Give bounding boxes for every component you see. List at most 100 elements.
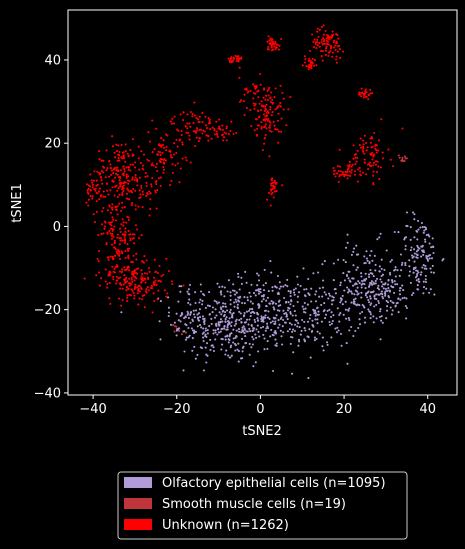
- point-unknown: [262, 96, 265, 99]
- point-unknown: [196, 129, 199, 132]
- point-olfactory-epithelial-cells: [266, 340, 269, 343]
- point-olfactory-epithelial-cells: [400, 263, 403, 266]
- point-unknown: [264, 133, 267, 137]
- point-unknown: [225, 125, 228, 128]
- point-unknown: [269, 96, 272, 99]
- point-unknown: [124, 281, 127, 284]
- point-olfactory-epithelial-cells: [243, 332, 246, 335]
- point-unknown: [376, 160, 379, 163]
- point-olfactory-epithelial-cells: [271, 333, 274, 336]
- point-olfactory-epithelial-cells: [203, 322, 206, 326]
- point-olfactory-epithelial-cells: [250, 283, 253, 286]
- point-unknown: [138, 297, 141, 300]
- point-olfactory-epithelial-cells: [231, 289, 235, 292]
- point-unknown: [140, 275, 143, 278]
- point-olfactory-epithelial-cells: [378, 236, 381, 239]
- point-unknown: [275, 190, 278, 193]
- point-olfactory-epithelial-cells: [257, 330, 260, 333]
- point-olfactory-epithelial-cells: [217, 301, 221, 304]
- point-olfactory-epithelial-cells: [208, 305, 211, 308]
- point-olfactory-epithelial-cells: [394, 275, 397, 278]
- point-olfactory-epithelial-cells: [422, 264, 425, 267]
- point-olfactory-epithelial-cells: [316, 307, 319, 310]
- point-unknown: [126, 247, 129, 250]
- point-olfactory-epithelial-cells: [442, 258, 445, 261]
- point-unknown: [152, 276, 156, 279]
- point-unknown: [98, 198, 101, 201]
- point-unknown: [205, 124, 208, 127]
- point-olfactory-epithelial-cells: [385, 299, 388, 302]
- point-unknown: [137, 205, 140, 208]
- point-unknown: [340, 173, 343, 176]
- point-unknown: [362, 96, 365, 99]
- point-olfactory-epithelial-cells: [399, 298, 402, 301]
- point-unknown: [145, 291, 148, 294]
- point-unknown: [106, 286, 109, 289]
- point-olfactory-epithelial-cells: [354, 329, 357, 333]
- point-olfactory-epithelial-cells: [183, 350, 186, 353]
- point-olfactory-epithelial-cells: [292, 288, 295, 291]
- point-unknown: [102, 195, 105, 198]
- point-olfactory-epithelial-cells: [364, 287, 367, 290]
- point-olfactory-epithelial-cells: [425, 267, 428, 270]
- point-olfactory-epithelial-cells: [274, 322, 277, 325]
- point-unknown: [151, 162, 154, 165]
- point-olfactory-epithelial-cells: [233, 289, 236, 292]
- point-olfactory-epithelial-cells: [275, 286, 278, 289]
- point-unknown: [171, 171, 174, 174]
- point-unknown: [123, 206, 126, 209]
- point-unknown: [115, 206, 118, 209]
- point-olfactory-epithelial-cells: [324, 317, 327, 320]
- point-olfactory-epithelial-cells: [405, 317, 408, 320]
- point-unknown: [129, 149, 132, 152]
- point-unknown: [377, 149, 380, 152]
- point-olfactory-epithelial-cells: [296, 300, 299, 304]
- point-unknown: [115, 150, 119, 153]
- point-olfactory-epithelial-cells: [220, 313, 223, 316]
- point-unknown: [389, 158, 392, 161]
- point-unknown: [274, 48, 277, 51]
- point-unknown: [112, 172, 115, 175]
- point-olfactory-epithelial-cells: [314, 312, 317, 315]
- point-olfactory-epithelial-cells: [375, 297, 378, 301]
- point-unknown: [131, 270, 134, 274]
- point-olfactory-epithelial-cells: [370, 272, 374, 275]
- point-unknown: [381, 151, 384, 154]
- point-unknown: [337, 180, 340, 183]
- point-unknown: [186, 113, 189, 116]
- point-olfactory-epithelial-cells: [416, 288, 419, 291]
- point-olfactory-epithelial-cells: [199, 283, 202, 286]
- point-olfactory-epithelial-cells: [221, 305, 224, 308]
- point-olfactory-epithelial-cells: [302, 267, 305, 270]
- point-unknown: [270, 193, 273, 196]
- point-unknown: [173, 142, 176, 145]
- point-unknown: [335, 61, 338, 64]
- point-olfactory-epithelial-cells: [235, 335, 238, 338]
- point-olfactory-epithelial-cells: [252, 365, 255, 368]
- point-unknown: [135, 252, 138, 255]
- point-olfactory-epithelial-cells: [179, 320, 182, 323]
- point-olfactory-epithelial-cells: [187, 288, 190, 291]
- point-unknown: [119, 257, 122, 260]
- point-olfactory-epithelial-cells: [286, 278, 289, 281]
- point-unknown: [145, 259, 148, 262]
- point-olfactory-epithelial-cells: [222, 302, 225, 305]
- point-olfactory-epithelial-cells: [278, 309, 281, 312]
- point-olfactory-epithelial-cells: [233, 342, 237, 345]
- point-olfactory-epithelial-cells: [198, 308, 201, 311]
- point-olfactory-epithelial-cells: [257, 279, 261, 282]
- point-olfactory-epithelial-cells: [419, 226, 422, 229]
- point-olfactory-epithelial-cells: [204, 329, 207, 332]
- point-unknown: [133, 178, 136, 182]
- point-olfactory-epithelial-cells: [210, 322, 213, 326]
- point-unknown: [118, 243, 121, 246]
- point-unknown: [331, 55, 334, 58]
- point-olfactory-epithelial-cells: [304, 329, 307, 332]
- point-olfactory-epithelial-cells: [233, 305, 236, 308]
- point-unknown: [209, 122, 212, 125]
- point-unknown: [121, 268, 124, 271]
- point-olfactory-epithelial-cells: [294, 319, 297, 322]
- point-unknown: [255, 118, 258, 121]
- point-olfactory-epithelial-cells: [389, 299, 392, 302]
- point-olfactory-epithelial-cells: [354, 297, 357, 300]
